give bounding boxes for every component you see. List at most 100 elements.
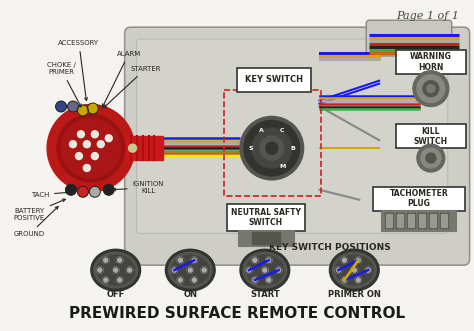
Circle shape	[355, 277, 362, 283]
Ellipse shape	[168, 252, 212, 288]
Circle shape	[191, 257, 198, 263]
Circle shape	[57, 115, 125, 182]
Circle shape	[83, 165, 91, 171]
Bar	[418, 213, 426, 228]
Text: ON: ON	[183, 290, 197, 300]
Bar	[126, 136, 164, 160]
Circle shape	[427, 85, 435, 93]
Circle shape	[70, 141, 76, 148]
Text: GROUND: GROUND	[14, 207, 58, 237]
Circle shape	[78, 187, 88, 197]
Text: PRIMER ON: PRIMER ON	[328, 290, 381, 300]
Circle shape	[341, 257, 347, 263]
Circle shape	[191, 277, 198, 283]
Text: ALARM: ALARM	[102, 51, 141, 107]
Circle shape	[265, 277, 272, 283]
Ellipse shape	[165, 249, 215, 291]
Circle shape	[260, 136, 284, 160]
Circle shape	[413, 71, 449, 107]
FancyBboxPatch shape	[237, 68, 310, 92]
Circle shape	[341, 277, 347, 283]
Circle shape	[351, 267, 357, 273]
Circle shape	[355, 257, 362, 263]
Ellipse shape	[94, 252, 137, 288]
Text: WARNING
HORN: WARNING HORN	[410, 52, 452, 71]
Bar	[429, 213, 437, 228]
Ellipse shape	[243, 252, 287, 288]
Text: B: B	[290, 146, 295, 151]
Bar	[419, 213, 425, 227]
Bar	[238, 230, 294, 246]
Text: PREWIRED SURFACE REMOTE CONTROL: PREWIRED SURFACE REMOTE CONTROL	[69, 306, 405, 321]
Circle shape	[275, 267, 282, 273]
Circle shape	[117, 277, 123, 283]
Bar	[252, 232, 280, 244]
Ellipse shape	[97, 255, 135, 285]
Circle shape	[252, 277, 258, 283]
Circle shape	[187, 267, 193, 273]
Ellipse shape	[240, 249, 290, 291]
Bar	[396, 213, 404, 228]
Circle shape	[252, 257, 258, 263]
Circle shape	[266, 142, 278, 154]
Circle shape	[417, 144, 445, 172]
Circle shape	[102, 277, 109, 283]
Text: OFF: OFF	[107, 290, 125, 300]
Text: NEUTRAL SAFTY
SWITCH: NEUTRAL SAFTY SWITCH	[231, 208, 301, 227]
Circle shape	[56, 102, 66, 112]
Circle shape	[128, 144, 137, 152]
Bar	[407, 213, 415, 228]
FancyBboxPatch shape	[396, 50, 465, 74]
Ellipse shape	[336, 255, 373, 285]
Circle shape	[335, 267, 342, 273]
Text: IGNITION
KILL: IGNITION KILL	[113, 181, 164, 194]
Circle shape	[97, 141, 104, 148]
Circle shape	[90, 187, 100, 197]
FancyBboxPatch shape	[396, 124, 465, 148]
Bar	[441, 213, 447, 227]
Circle shape	[177, 277, 183, 283]
Circle shape	[417, 75, 445, 103]
Ellipse shape	[246, 255, 284, 285]
FancyBboxPatch shape	[125, 27, 470, 265]
Circle shape	[117, 257, 123, 263]
Text: KEY SWITCH POSITIONS: KEY SWITCH POSITIONS	[269, 243, 390, 252]
Ellipse shape	[172, 255, 209, 285]
Text: A: A	[259, 128, 264, 133]
FancyBboxPatch shape	[366, 20, 452, 56]
Circle shape	[201, 267, 207, 273]
Circle shape	[66, 185, 76, 195]
Circle shape	[47, 105, 135, 192]
Circle shape	[112, 267, 119, 273]
Circle shape	[426, 153, 436, 163]
Bar	[397, 213, 403, 227]
Circle shape	[246, 267, 252, 273]
Circle shape	[127, 267, 133, 273]
Text: CHOKE /
PRIMER: CHOKE / PRIMER	[46, 62, 81, 107]
Circle shape	[252, 128, 292, 168]
Bar	[381, 210, 456, 231]
Text: M: M	[279, 164, 285, 169]
Circle shape	[423, 81, 439, 97]
Text: S: S	[248, 146, 253, 151]
Bar	[440, 213, 448, 228]
FancyBboxPatch shape	[227, 204, 305, 231]
Ellipse shape	[332, 252, 376, 288]
Circle shape	[104, 185, 114, 195]
Circle shape	[365, 267, 372, 273]
Circle shape	[105, 135, 112, 142]
Text: C: C	[280, 128, 284, 133]
Bar	[386, 213, 392, 227]
Text: TACH: TACH	[31, 191, 71, 198]
Bar	[385, 213, 393, 228]
Text: KEY SWITCH: KEY SWITCH	[245, 75, 303, 84]
Circle shape	[421, 148, 441, 168]
Circle shape	[61, 118, 121, 178]
Circle shape	[262, 267, 268, 273]
Ellipse shape	[329, 249, 379, 291]
Circle shape	[68, 102, 78, 112]
Text: START: START	[250, 290, 280, 300]
Circle shape	[97, 267, 103, 273]
Bar	[430, 213, 436, 227]
Text: STARTER: STARTER	[104, 66, 161, 108]
